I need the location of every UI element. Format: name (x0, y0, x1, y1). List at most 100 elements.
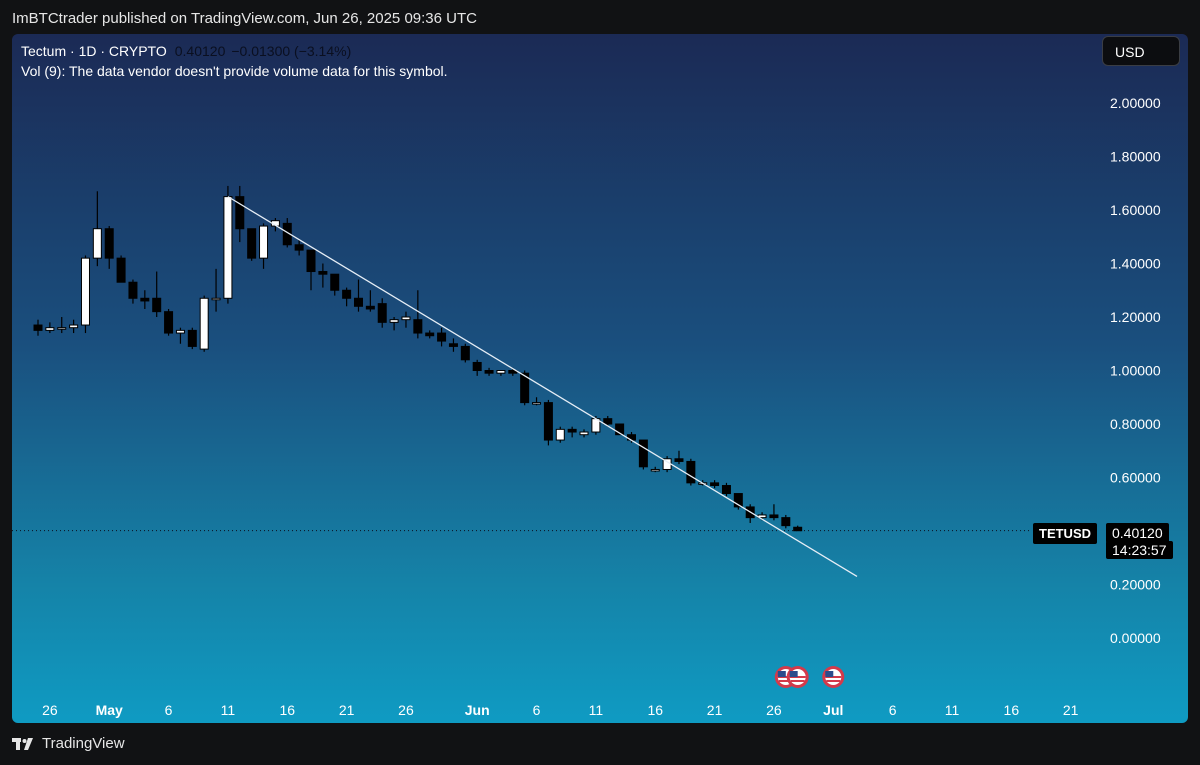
candle-down (247, 228, 257, 259)
legend-price: 0.40120 (174, 43, 226, 59)
x-tick-label: 6 (533, 702, 541, 718)
candle-down (793, 526, 803, 532)
candle-up (69, 324, 79, 329)
y-tick-label: 1.80000 (1110, 149, 1161, 165)
candle-down (437, 332, 447, 342)
candle-down (140, 297, 150, 302)
candle-down (567, 428, 577, 433)
candle-up (389, 319, 399, 323)
candle-up (579, 431, 589, 436)
publication-header: ImBTCtrader published on TradingView.com… (12, 10, 477, 27)
y-tick-label: 0.00000 (1110, 630, 1161, 646)
x-tick-label: 21 (339, 702, 355, 718)
candle-down (164, 311, 174, 334)
candle-down (33, 324, 43, 331)
candle-down (425, 332, 435, 337)
y-tick-label: 1.40000 (1110, 256, 1161, 272)
y-tick-label: 1.20000 (1110, 309, 1161, 325)
candle-down (460, 345, 470, 361)
candle-down (353, 297, 363, 307)
brand-name: TradingView (42, 735, 125, 752)
candle-up (175, 329, 185, 334)
candle-down (342, 289, 352, 299)
candle-up (401, 316, 411, 321)
y-tick-label: 1.60000 (1110, 202, 1161, 218)
candle-down (543, 402, 553, 441)
candle-up (650, 468, 660, 472)
chart-pane[interactable]: 2.00000 1.80000 1.60000 1.40000 1.20000 1.000… (12, 34, 1188, 723)
x-tick-label: 6 (165, 702, 173, 718)
candle-down (128, 281, 138, 299)
tradingview-brand[interactable]: TradingView (12, 735, 125, 752)
candle-up (259, 225, 269, 259)
candle-down (116, 257, 126, 283)
candle-down (721, 485, 731, 495)
us-flag-icon[interactable] (822, 666, 845, 688)
candle-down (365, 305, 375, 310)
x-tick-label: 11 (221, 702, 236, 718)
candle-up (496, 370, 506, 374)
y-tick-label: 2.00000 (1110, 95, 1161, 111)
candle-up (555, 428, 565, 441)
price-chart[interactable]: 2.00000 1.80000 1.60000 1.40000 1.20000 1.000… (12, 34, 1188, 723)
candle-down (710, 482, 720, 487)
candle-up (57, 327, 67, 330)
tradingview-logo-icon (12, 737, 33, 750)
symbol-legend[interactable]: Tectum · 1D · CRYPTO 0.40120 −0.01300 (−3.… (21, 43, 351, 59)
candle-down (282, 222, 292, 246)
x-tick-label: Jun (465, 702, 490, 718)
candle-down (187, 329, 197, 347)
candle-down (603, 418, 613, 425)
candle-down (330, 273, 340, 291)
candle-down (306, 249, 316, 273)
bar-countdown-label: 14:23:57 (1106, 541, 1173, 559)
x-tick-label: 26 (398, 702, 414, 718)
legend-change: −0.01300 (−3.14%) (231, 43, 352, 59)
candle-down (769, 514, 779, 519)
candle-down (508, 370, 518, 374)
candle-up (45, 327, 55, 331)
candle-down (152, 297, 162, 313)
symbol-name: Tectum · 1D · CRYPTO (21, 43, 167, 59)
candle-down (733, 493, 743, 508)
volume-legend: Vol (9): The data vendor doesn't provide… (21, 63, 448, 79)
x-tick-label: 6 (889, 702, 897, 718)
x-tick-label: 26 (42, 702, 58, 718)
x-tick-label: Jul (823, 702, 843, 718)
x-tick-label: May (96, 702, 123, 718)
candle-up (199, 297, 209, 350)
candle-down (318, 271, 328, 275)
x-tick-label: 16 (279, 702, 295, 718)
candle-down (104, 228, 114, 259)
candle-down (781, 517, 791, 527)
y-tick-label: 1.00000 (1110, 363, 1161, 379)
candle-up (532, 402, 542, 405)
candle-down (235, 196, 245, 230)
candle-down (377, 303, 387, 323)
x-tick-label: 21 (707, 702, 723, 718)
trendline (227, 196, 858, 578)
y-tick-label: 0.20000 (1110, 577, 1161, 593)
candle-up (92, 228, 102, 259)
symbol-price-label: TETUSD (1033, 523, 1097, 544)
y-tick-label: 0.60000 (1110, 470, 1161, 486)
currency-button[interactable]: USD (1102, 36, 1180, 66)
candle-down (674, 458, 684, 462)
x-tick-label: 11 (589, 702, 604, 718)
x-tick-label: 16 (647, 702, 663, 718)
candle-down (472, 361, 482, 372)
x-tick-label: 16 (1004, 702, 1020, 718)
candle-down (294, 244, 304, 251)
x-tick-label: 21 (1063, 702, 1079, 718)
us-flag-icon[interactable] (786, 666, 809, 688)
candle-down (520, 372, 530, 404)
candle-down (448, 343, 458, 347)
y-tick-label: 0.80000 (1110, 416, 1161, 432)
candle-down (638, 439, 648, 468)
candle-down (615, 423, 625, 436)
candle-down (413, 319, 423, 334)
candle-up (223, 196, 233, 299)
x-tick-label: 26 (766, 702, 782, 718)
x-tick-label: 11 (945, 702, 960, 718)
candle-up (211, 297, 221, 301)
